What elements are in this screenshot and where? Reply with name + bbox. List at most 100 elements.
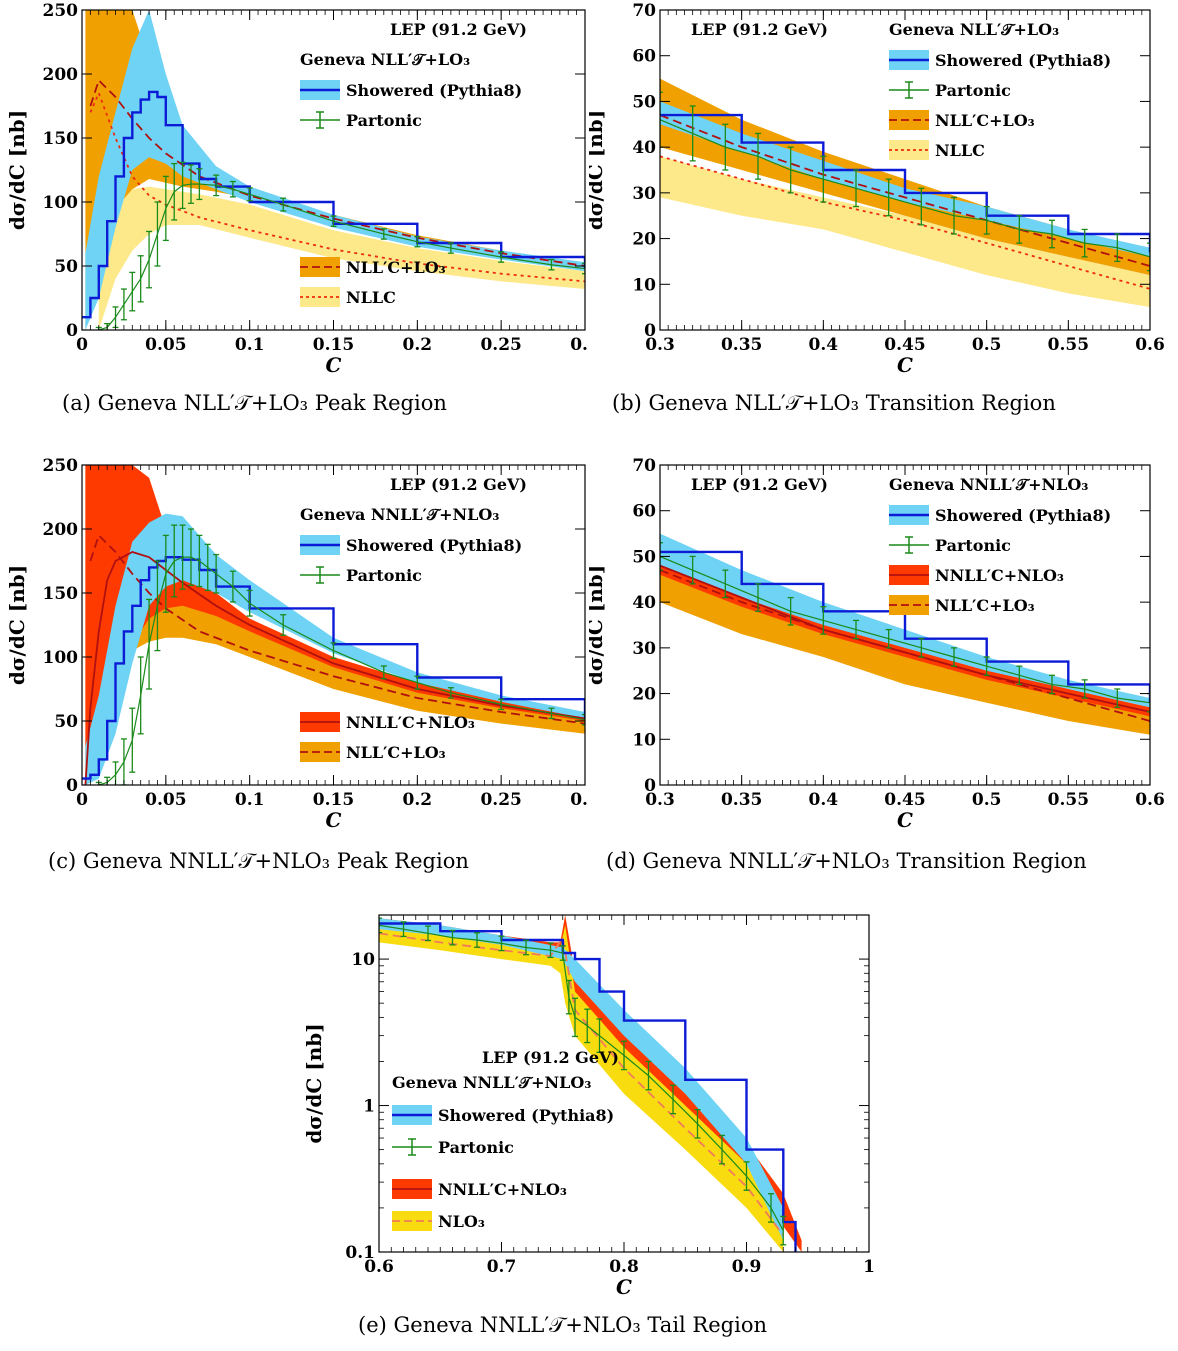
ytick-label-b-1: 10: [632, 275, 656, 295]
ytick-label-d-4: 40: [632, 593, 656, 613]
errorbar-d-4: [757, 596, 794, 626]
errorbar-d-3: [725, 583, 761, 612]
errorbar-c-19: [333, 650, 387, 680]
errorbar-c-17: [249, 602, 287, 636]
chart-e: 0.6 0.7 0.8 0.9 1 0.1 1 10 Cdσ/dC [nb] LEP (91.2 …: [302, 914, 875, 1299]
ytick-label-e-2: 10: [351, 950, 375, 970]
ytick-label-d-5: 50: [632, 547, 656, 567]
ytick-label-d-0: 0: [644, 776, 656, 796]
legend-d: LEP (91.2 GeV) Geneva NNLL′𝒯+NLO₃ Showered…: [691, 475, 1111, 615]
xtick-label-b-5: 0.55: [1048, 335, 1089, 355]
xtick-label-b-3: 0.45: [884, 335, 925, 355]
legend-text-d-0: LEP (91.2 GeV): [691, 475, 828, 494]
legend-text-c-1: Geneva NNLL′𝒯+NLO₃: [300, 505, 499, 524]
plot-area-d: [660, 533, 1150, 735]
plot-area-a: [82, 10, 585, 330]
legend-text-d-5: NLL′C+LO₃: [935, 596, 1035, 615]
legend-text-d-3: Partonic: [935, 536, 1011, 555]
xtick-label-d-6: 0.6: [1135, 790, 1165, 810]
xtick-label-c-3: 0.15: [313, 790, 354, 810]
errorbar-c-22: [450, 692, 505, 711]
xtick-label-e-3: 0.9: [732, 1257, 762, 1277]
ytick-label-b-3: 30: [632, 184, 656, 204]
xtick-label-a-5: 0.25: [480, 335, 521, 355]
xlabel-c: C: [326, 808, 342, 832]
caption-c: (c) Geneva NNLL′𝒯+NLO₃ Peak Region: [48, 849, 469, 873]
legend-text-a-1: Geneva NLL′𝒯+LO₃: [300, 50, 470, 69]
errorbar-e-0: [379, 917, 382, 934]
ytick-label-b-4: 40: [632, 138, 656, 158]
errorbar-c-18: [282, 624, 337, 659]
errorbar-c-15: [215, 570, 236, 603]
errorbar-a-22: [501, 256, 555, 271]
ytick-label-b-6: 60: [632, 47, 656, 67]
legend-text-a-3: Partonic: [346, 111, 422, 130]
errorbar-b-14: [1084, 233, 1121, 263]
line-b-4: [660, 155, 1150, 290]
xtick-label-c-2: 0.1: [235, 790, 265, 810]
errorbar-c-20: [383, 671, 421, 690]
ytick-label-d-3: 30: [632, 639, 656, 659]
legend-c: LEP (91.2 GeV) Geneva NNLL′𝒯+NLO₃ Showered…: [300, 475, 527, 762]
legend-text-c-2: Showered (Pythia8): [346, 536, 522, 555]
legend-b: LEP (91.2 GeV) Geneva NLL′𝒯+LO₃ Showered (…: [691, 20, 1111, 160]
ylabel-e: dσ/dC [nb]: [302, 1023, 326, 1143]
chart-b: 0.3 0.35 0.4 0.45 0.5 0.55 0.6 0 10 20 30 40 50 60 70 C…: [589, 1, 1165, 377]
xtick-label-c-6: 0.3: [570, 790, 589, 810]
errorbar-a-9: [165, 162, 178, 221]
errorbar-e-13: [599, 1035, 627, 1071]
xlabel-b: C: [897, 353, 913, 377]
errorbar-e-14: [623, 1054, 652, 1091]
ytick-label-c-1: 50: [54, 712, 78, 732]
line-b-3: [660, 114, 1150, 267]
line-a-4: [89, 90, 585, 283]
legend-e: LEP (91.2 GeV) Geneva NNLL′𝒯+NLO₃ Showered…: [392, 1048, 619, 1231]
errorbar-e-2: [403, 925, 431, 942]
ytick-label-b-7: 70: [632, 1, 656, 21]
errorbar-c-2: [106, 761, 119, 785]
errorbar-b-2: [692, 123, 729, 171]
ytick-label-a-5: 250: [43, 1, 79, 21]
ytick-label-c-2: 100: [43, 648, 79, 668]
xtick-label-b-6: 0.6: [1135, 335, 1165, 355]
band-b-2: [660, 101, 1150, 257]
xtick-label-d-4: 0.5: [972, 790, 1002, 810]
ytick-label-b-0: 0: [644, 321, 656, 341]
xtick-label-d-5: 0.55: [1048, 790, 1089, 810]
errorbar-c-16: [232, 586, 253, 617]
legend-text-a-0: LEP (91.2 GeV): [390, 20, 527, 39]
errorbar-c-21: [417, 682, 454, 699]
errorbar-d-14: [1084, 688, 1121, 708]
xtick-label-a-1: 0.05: [145, 335, 186, 355]
band-c-2: [85, 513, 585, 785]
ytick-label-d-6: 60: [632, 502, 656, 522]
ytick-label-a-1: 50: [54, 257, 78, 277]
errorbar-d-5: [790, 606, 827, 635]
ylabel-c: dσ/dC [nb]: [5, 565, 29, 685]
legend-text-e-4: NNLL′C+NLO₃: [438, 1180, 567, 1199]
xlabel-a: C: [326, 353, 342, 377]
caption-a: (a) Geneva NLL′𝒯+LO₃ Peak Region: [62, 391, 447, 415]
xtick-label-a-2: 0.1: [235, 335, 265, 355]
errorbar-a-20: [417, 241, 454, 254]
errorbar-b-7: [855, 178, 892, 217]
panel-d: 0.3 0.35 0.4 0.45 0.5 0.55 0.6 0 10 20 30 40 50 60 70 C…: [589, 455, 1178, 840]
legend-text-b-1: Geneva NLL′𝒯+LO₃: [889, 20, 1059, 39]
errorbar-d-0: [660, 542, 663, 571]
chart-c: 0 0.05 0.1 0.15 0.2 0.25 0.3 0 50 100 150 200 250 Cdσ…: [5, 456, 589, 832]
xtick-label-b-2: 0.4: [809, 335, 839, 355]
errorbar-b-5: [790, 155, 827, 203]
errorbar-d-7: [855, 628, 892, 649]
errorbar-a-4: [123, 271, 136, 312]
xtick-label-b-4: 0.5: [972, 335, 1002, 355]
caption-b: (b) Geneva NLL′𝒯+LO₃ Transition Region: [612, 391, 1056, 415]
line-b-5: [660, 113, 1150, 253]
plot-area-e: [379, 915, 802, 1252]
ylabel-b: dσ/dC [nb]: [589, 110, 607, 230]
ytick-label-e-1: 1: [363, 1097, 375, 1117]
errorbar-a-23: [551, 262, 585, 275]
legend-bottom-text-a-1: NLLC: [346, 288, 396, 307]
errorbar-a-5: [131, 255, 144, 303]
xtick-label-e-1: 0.7: [487, 1257, 517, 1277]
